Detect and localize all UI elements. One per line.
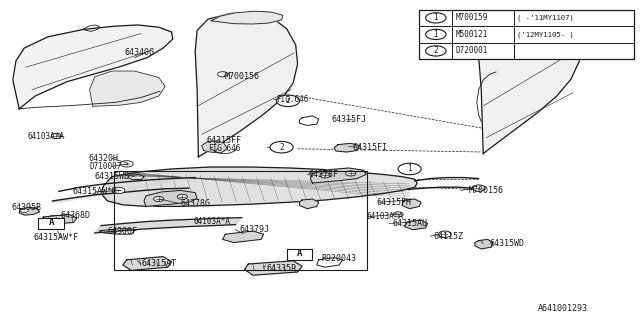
Polygon shape <box>485 13 560 27</box>
Polygon shape <box>40 214 77 225</box>
Polygon shape <box>90 71 165 106</box>
Polygon shape <box>95 218 242 233</box>
Polygon shape <box>211 11 283 24</box>
Text: A: A <box>297 249 302 258</box>
Text: FIG.646: FIG.646 <box>208 144 240 153</box>
Text: FIG.646: FIG.646 <box>276 95 308 104</box>
Text: 64315FJ: 64315FJ <box>332 116 366 124</box>
Polygon shape <box>123 257 172 270</box>
Circle shape <box>393 212 403 217</box>
Text: 64315WB: 64315WB <box>95 172 129 181</box>
Text: 64103A*A: 64103A*A <box>194 217 231 226</box>
Text: 64315AW*F: 64315AW*F <box>34 233 79 242</box>
Polygon shape <box>300 199 319 209</box>
Text: ( -’11MY1107): ( -’11MY1107) <box>517 15 574 21</box>
Circle shape <box>426 29 446 40</box>
Text: 64315FI: 64315FI <box>353 143 387 152</box>
Text: 64103A*A: 64103A*A <box>367 212 404 221</box>
Circle shape <box>218 72 228 77</box>
Text: 64378F: 64378F <box>308 170 338 179</box>
Text: 64335P: 64335P <box>267 264 296 273</box>
Text: 64315AW*R: 64315AW*R <box>72 188 117 196</box>
Polygon shape <box>223 231 264 243</box>
Polygon shape <box>479 14 581 154</box>
Text: 2: 2 <box>279 143 284 152</box>
Text: 1: 1 <box>433 30 438 39</box>
Text: A641001293: A641001293 <box>538 304 588 313</box>
Polygon shape <box>19 207 40 215</box>
Polygon shape <box>144 190 197 206</box>
Text: D720001: D720001 <box>456 46 488 55</box>
Text: 64115Z: 64115Z <box>433 232 463 241</box>
Circle shape <box>20 209 28 212</box>
Bar <box>114 171 367 270</box>
Text: 64315FF: 64315FF <box>207 136 241 145</box>
Circle shape <box>398 163 421 175</box>
Circle shape <box>177 194 188 199</box>
Circle shape <box>346 171 356 176</box>
Text: (’12MY1105- ): (’12MY1105- ) <box>517 31 574 38</box>
Text: 64368D: 64368D <box>61 211 90 220</box>
Text: R920043: R920043 <box>322 254 356 263</box>
Bar <box>38 218 64 229</box>
Circle shape <box>120 161 133 167</box>
Polygon shape <box>202 141 227 153</box>
Text: 64300F: 64300F <box>108 227 138 236</box>
Circle shape <box>472 185 485 191</box>
Text: 64315AU: 64315AU <box>392 219 427 228</box>
Circle shape <box>320 173 330 178</box>
Text: M700159: M700159 <box>456 13 488 22</box>
Text: M700156: M700156 <box>225 72 259 81</box>
Polygon shape <box>402 199 421 209</box>
Text: 64103A*A: 64103A*A <box>28 132 65 141</box>
Text: D710007: D710007 <box>90 162 122 171</box>
Circle shape <box>276 95 300 107</box>
Circle shape <box>426 46 446 56</box>
Text: 64395B: 64395B <box>12 203 42 212</box>
Polygon shape <box>310 168 366 183</box>
Polygon shape <box>195 13 298 157</box>
Text: 64379J: 64379J <box>240 225 269 234</box>
Circle shape <box>270 141 293 153</box>
Text: 64340G: 64340G <box>125 48 154 57</box>
Circle shape <box>154 196 164 202</box>
Polygon shape <box>13 25 173 109</box>
Text: 1: 1 <box>407 164 412 173</box>
Bar <box>419 10 634 59</box>
Text: 64315FH: 64315FH <box>376 198 411 207</box>
Circle shape <box>426 13 446 23</box>
Text: 64315WD: 64315WD <box>490 239 524 248</box>
Circle shape <box>51 133 61 139</box>
Polygon shape <box>334 143 360 152</box>
Circle shape <box>112 187 125 194</box>
Text: 1: 1 <box>433 13 438 22</box>
Bar <box>287 249 312 260</box>
Text: A: A <box>49 218 54 227</box>
Polygon shape <box>101 167 417 206</box>
Polygon shape <box>475 239 493 249</box>
Polygon shape <box>244 261 302 275</box>
Text: 64320H: 64320H <box>89 154 118 163</box>
Text: 2: 2 <box>285 96 291 105</box>
Text: 2: 2 <box>433 46 438 55</box>
Text: 64378G: 64378G <box>180 199 210 208</box>
Text: M700156: M700156 <box>469 186 504 195</box>
Polygon shape <box>404 220 428 230</box>
Text: 64315AT: 64315AT <box>141 260 176 268</box>
Circle shape <box>438 231 451 237</box>
Text: M500121: M500121 <box>456 30 488 39</box>
